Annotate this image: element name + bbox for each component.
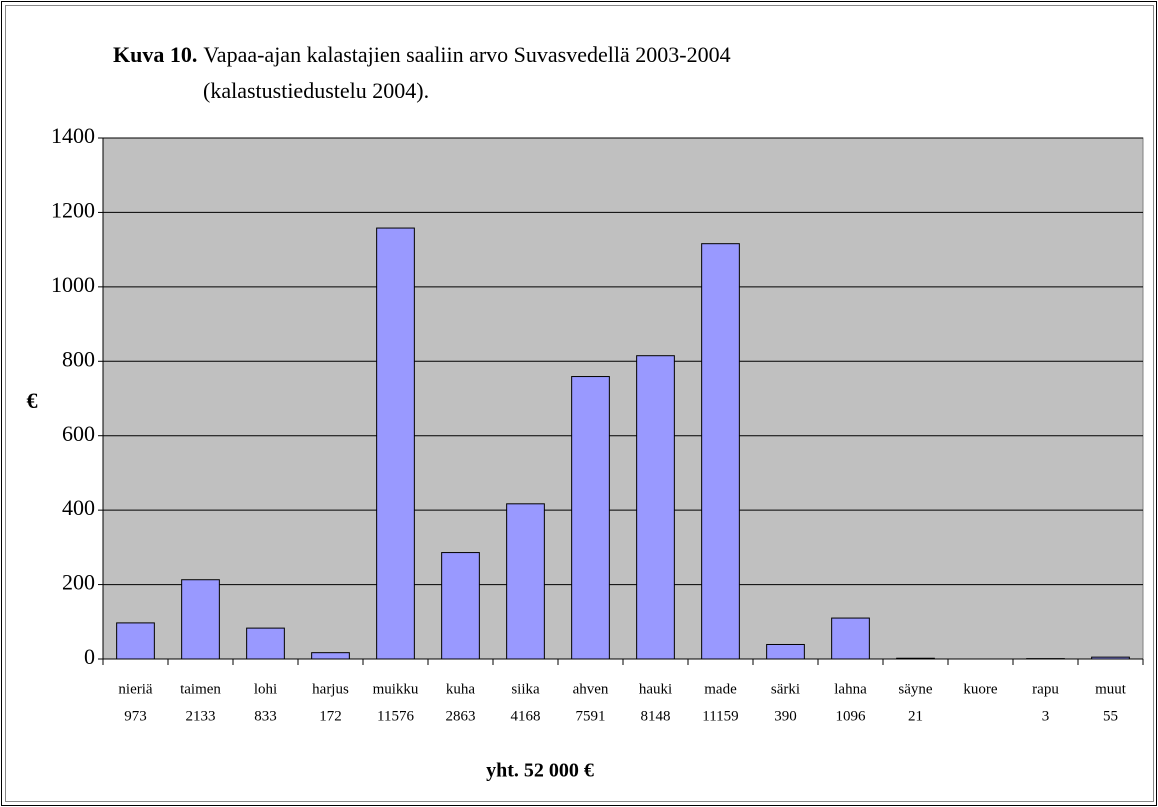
bar [766, 643, 805, 660]
x-tick-label: siika [511, 681, 540, 697]
x-tick-label: särki [771, 681, 800, 697]
bar [311, 652, 350, 660]
title-text: Vapaa-ajan kalastajien saaliin arvo Suva… [203, 42, 730, 67]
x-tick-label: säyne [898, 681, 932, 697]
x-tick-label: muut [1095, 681, 1127, 697]
bar [376, 227, 415, 660]
y-axis-label: € [27, 388, 38, 413]
x-tick-sublabel: 8148 [641, 708, 671, 724]
bar [181, 579, 220, 660]
x-tick-sublabel: 21 [908, 708, 923, 724]
x-tick-label: lahna [834, 681, 867, 697]
bar [441, 552, 480, 660]
x-tick-sublabel: 3 [1042, 708, 1050, 724]
x-tick-sublabel: 1096 [836, 708, 867, 724]
y-tick-label: 400 [62, 495, 95, 520]
x-tick-label: kuha [446, 681, 476, 697]
x-tick-label: ahven [573, 681, 609, 697]
y-tick-label: 0 [84, 644, 95, 669]
x-tick-label: nieriä [118, 681, 152, 697]
x-tick-label: rapu [1032, 681, 1059, 697]
x-tick-label: hauki [639, 681, 672, 697]
x-tick-label: harjus [312, 681, 349, 697]
x-tick-sublabel: 390 [774, 708, 797, 724]
y-tick-label: 200 [62, 570, 95, 595]
x-tick-label: kuore [963, 681, 997, 697]
bar [896, 657, 935, 660]
x-tick-sublabel: 11576 [377, 708, 414, 724]
bar [701, 243, 740, 660]
plot-area [102, 137, 1144, 660]
x-tick-sublabel: 7591 [576, 708, 606, 724]
x-tick-sublabel: 55 [1103, 708, 1118, 724]
chart-title: Kuva 10. Vapaa-ajan kalastajien saaliin a… [113, 42, 731, 67]
bar [506, 503, 545, 660]
frame-inner [5, 5, 1154, 802]
x-tick-sublabel: 973 [124, 708, 147, 724]
x-tick-label: muikku [373, 681, 419, 697]
x-tick-label: taimen [180, 681, 221, 697]
y-tick-label: 800 [62, 346, 95, 371]
x-tick-sublabel: 172 [319, 708, 342, 724]
x-tick-label: lohi [254, 681, 277, 697]
y-tick-label: 1200 [51, 197, 95, 222]
y-tick-label: 1000 [51, 272, 95, 297]
x-tick-sublabel: 2863 [446, 708, 476, 724]
bar [636, 355, 675, 660]
title-prefix: Kuva 10. [113, 42, 197, 67]
x-tick-sublabel: 11159 [702, 708, 738, 724]
x-tick-sublabel: 4168 [511, 708, 541, 724]
chart-subtitle: (kalastustiedustelu 2004). [203, 78, 429, 103]
bar [246, 627, 285, 660]
bar [831, 617, 870, 660]
x-axis-label: yht. 52 000 € [486, 760, 594, 782]
y-tick-label: 1400 [51, 123, 95, 148]
y-tick-label: 600 [62, 421, 95, 446]
bar [116, 622, 155, 660]
bar [571, 376, 610, 660]
x-tick-label: made [704, 681, 737, 697]
x-tick-sublabel: 2133 [186, 708, 216, 724]
bar [1091, 656, 1130, 660]
x-tick-sublabel: 833 [254, 708, 277, 724]
